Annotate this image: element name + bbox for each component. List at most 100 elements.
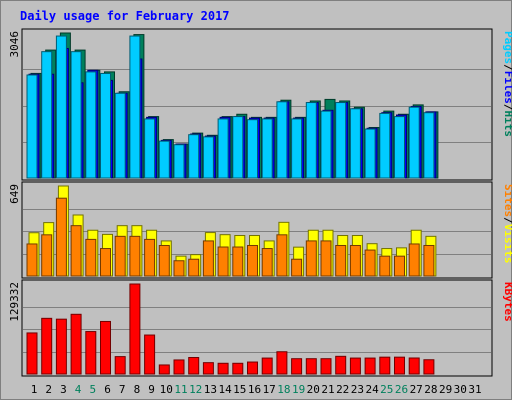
bar-sites-day-7 xyxy=(114,235,126,277)
bar-sites-day-20 xyxy=(305,240,317,277)
ymax-label-hits: 3046 xyxy=(8,31,21,58)
day-label-16: 16 xyxy=(248,383,261,396)
bar-kbytes-day-6 xyxy=(100,320,111,375)
chart-title: Daily usage for February 2017 xyxy=(20,9,230,23)
bar-pages-day-5 xyxy=(85,71,97,179)
bar-pages-day-12 xyxy=(188,134,200,179)
legend-entry: / xyxy=(502,217,512,224)
bar-kbytes-day-11 xyxy=(173,359,185,375)
bar-pages-day-14 xyxy=(217,118,229,179)
bar-pages-day-23 xyxy=(349,108,361,179)
legend-kbytes: KBytes xyxy=(502,282,512,322)
day-label-24: 24 xyxy=(365,383,379,396)
day-label-18: 18 xyxy=(277,383,290,396)
day-label-11: 11 xyxy=(174,383,187,396)
bar-kbytes-day-15 xyxy=(232,362,244,375)
bar-sites-day-6 xyxy=(100,248,111,277)
bar-pages-day-11 xyxy=(173,144,185,179)
panel-visits: 649 Sites/Visits xyxy=(8,181,512,279)
bar-sites-day-14 xyxy=(217,246,229,277)
day-label-13: 13 xyxy=(204,383,217,396)
bar-kbytes-day-7 xyxy=(114,356,126,375)
day-label-21: 21 xyxy=(321,383,334,396)
bar-pages-day-16 xyxy=(247,119,258,179)
day-label-17: 17 xyxy=(263,383,276,396)
day-label-30: 30 xyxy=(454,383,467,396)
bar-sites-day-4 xyxy=(70,225,82,277)
bar-sites-day-3 xyxy=(55,197,67,277)
bar-pages-day-22 xyxy=(335,102,347,179)
legend-entry: Sites xyxy=(502,184,512,217)
day-label-10: 10 xyxy=(160,383,173,396)
day-label-12: 12 xyxy=(189,383,202,396)
day-label-26: 26 xyxy=(395,383,408,396)
bar-sites-day-21 xyxy=(320,240,332,277)
bar-pages-day-9 xyxy=(144,118,156,179)
bar-sites-day-11 xyxy=(173,260,185,277)
day-label-31: 31 xyxy=(468,383,481,396)
day-label-20: 20 xyxy=(307,383,320,396)
bar-pages-day-19 xyxy=(291,118,303,179)
bar-kbytes-day-4 xyxy=(70,313,82,375)
bar-kbytes-day-18 xyxy=(276,351,288,375)
bar-sites-day-1 xyxy=(26,243,38,277)
bar-sites-day-12 xyxy=(188,258,200,277)
day-label-8: 8 xyxy=(134,383,141,396)
day-label-28: 28 xyxy=(424,383,437,396)
panel-kbytes: 129332 KBytes xyxy=(8,279,512,377)
bar-kbytes-day-19 xyxy=(291,358,303,375)
bar-kbytes-day-22 xyxy=(335,355,347,375)
day-label-23: 23 xyxy=(351,383,364,396)
legend-entry: Pages xyxy=(502,31,512,64)
bar-sites-day-25 xyxy=(379,255,391,277)
day-label-22: 22 xyxy=(336,383,349,396)
legend-hits: Pages/Files/Hits xyxy=(502,31,512,137)
day-label-25: 25 xyxy=(380,383,393,396)
bar-pages-day-2 xyxy=(41,51,53,179)
bar-pages-day-13 xyxy=(202,136,214,179)
bar-pages-day-20 xyxy=(305,102,317,179)
bar-sites-day-2 xyxy=(41,234,53,277)
bar-pages-day-17 xyxy=(261,118,273,179)
day-label-6: 6 xyxy=(104,383,111,396)
bar-sites-day-16 xyxy=(247,244,258,277)
bar-kbytes-day-16 xyxy=(247,361,258,375)
day-label-15: 15 xyxy=(233,383,246,396)
bar-sites-day-24 xyxy=(364,249,376,277)
bar-pages-day-24 xyxy=(364,128,376,179)
bar-pages-day-21 xyxy=(320,110,332,179)
bar-pages-day-25 xyxy=(379,112,391,179)
day-label-9: 9 xyxy=(148,383,155,396)
bar-kbytes-day-10 xyxy=(158,364,170,375)
bar-kbytes-day-14 xyxy=(217,362,229,375)
bar-pages-day-26 xyxy=(394,116,405,179)
bar-pages-day-3 xyxy=(55,35,67,179)
bar-kbytes-day-8 xyxy=(129,283,141,375)
bar-sites-day-28 xyxy=(423,244,435,277)
bar-kbytes-day-24 xyxy=(364,357,376,375)
bar-kbytes-day-3 xyxy=(55,318,67,375)
bar-kbytes-day-5 xyxy=(85,331,97,375)
ymax-label-kbytes: 129332 xyxy=(8,282,21,322)
day-label-19: 19 xyxy=(292,383,305,396)
bar-sites-day-10 xyxy=(158,244,170,277)
day-label-7: 7 xyxy=(119,383,126,396)
bar-sites-day-19 xyxy=(291,258,303,277)
bar-sites-day-23 xyxy=(349,244,361,277)
ymax-label-visits: 649 xyxy=(8,184,21,204)
bar-pages-day-6 xyxy=(100,72,111,179)
day-label-29: 29 xyxy=(439,383,452,396)
bar-pages-day-18 xyxy=(276,101,288,179)
bar-sites-day-17 xyxy=(261,248,273,277)
day-label-14: 14 xyxy=(218,383,232,396)
bar-kbytes-day-13 xyxy=(202,362,214,375)
bar-kbytes-day-26 xyxy=(394,356,405,375)
day-label-5: 5 xyxy=(89,383,96,396)
legend-visits: Sites/Visits xyxy=(502,184,512,264)
bar-kbytes-day-20 xyxy=(305,358,317,375)
bar-pages-day-7 xyxy=(114,92,126,179)
legend-entry: / xyxy=(502,64,512,71)
bar-sites-day-8 xyxy=(129,235,141,277)
